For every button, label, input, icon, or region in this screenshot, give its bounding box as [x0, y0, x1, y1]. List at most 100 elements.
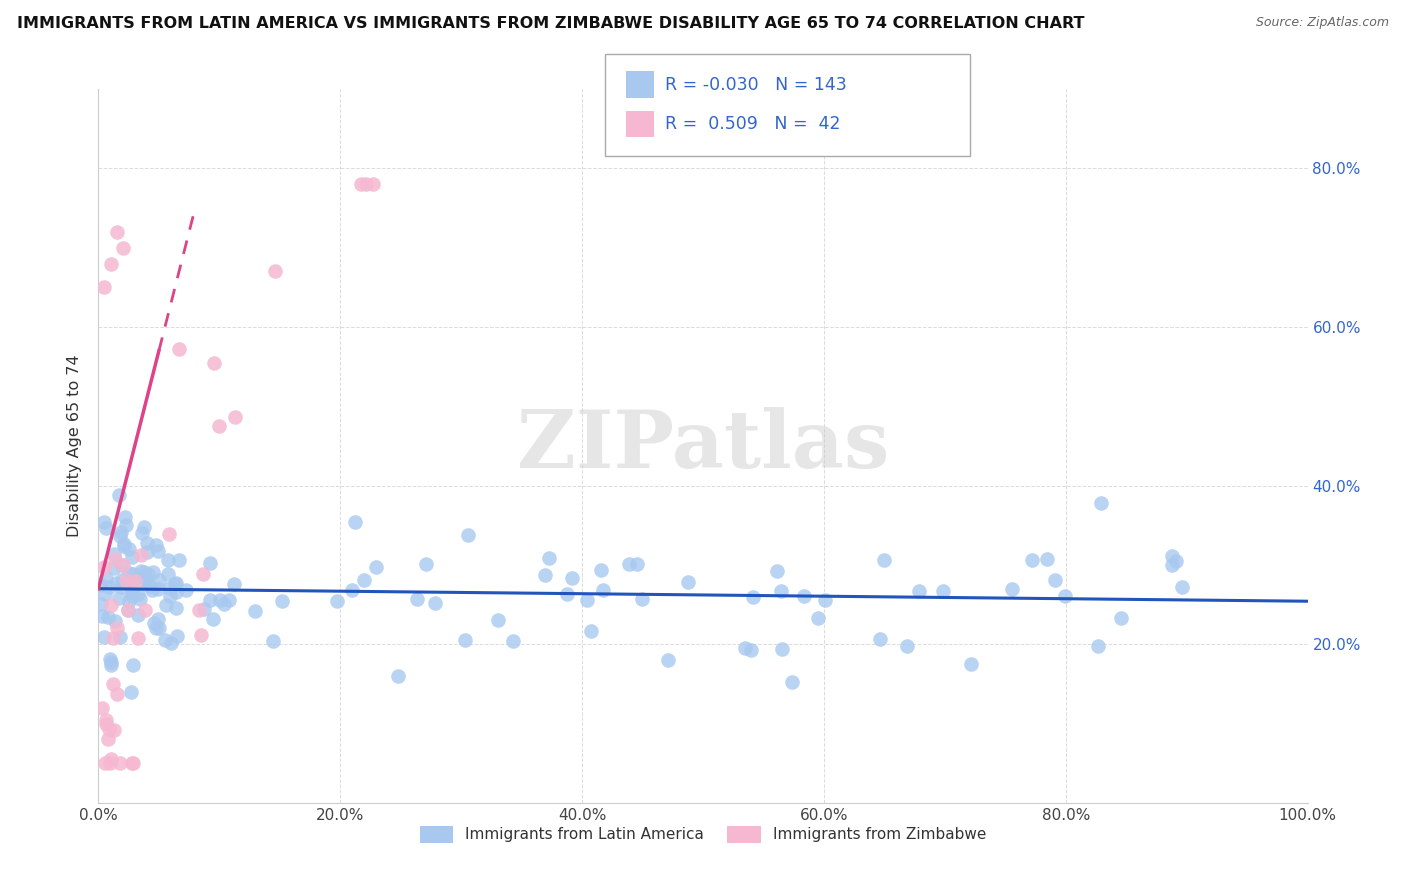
Point: [188, 603, 211, 617]
Point: [769, 583, 792, 598]
Point: [166, 629, 188, 643]
Point: [1036, 552, 1059, 566]
Point: [104, 575, 127, 590]
Text: IMMIGRANTS FROM LATIN AMERICA VS IMMIGRANTS FROM ZIMBABWE DISABILITY AGE 65 TO 7: IMMIGRANTS FROM LATIN AMERICA VS IMMIGRA…: [17, 16, 1084, 31]
Point: [121, 584, 143, 599]
Point: [159, 582, 181, 596]
Point: [780, 674, 803, 689]
Point: [93, 515, 115, 529]
Point: [124, 574, 146, 588]
Point: [387, 669, 409, 683]
Point: [262, 634, 284, 648]
Point: [202, 356, 225, 370]
Point: [145, 538, 167, 552]
Point: [134, 565, 156, 579]
Point: [90, 578, 112, 592]
Point: [561, 571, 583, 585]
Point: [108, 591, 131, 605]
Point: [156, 553, 179, 567]
Point: [353, 573, 375, 587]
Point: [111, 558, 134, 572]
Point: [111, 573, 134, 587]
Point: [94, 716, 117, 731]
Point: [165, 577, 187, 591]
Point: [214, 597, 236, 611]
Point: [110, 580, 132, 594]
Point: [100, 752, 122, 766]
Point: [134, 603, 156, 617]
Point: [190, 628, 212, 642]
Point: [101, 677, 124, 691]
Point: [415, 557, 437, 571]
Point: [354, 178, 377, 192]
Point: [122, 756, 145, 771]
Point: [207, 419, 229, 434]
Point: [155, 632, 177, 647]
Point: [94, 521, 117, 535]
Point: [121, 549, 143, 564]
Point: [271, 593, 294, 607]
Point: [139, 579, 162, 593]
Point: [93, 587, 115, 601]
Point: [167, 343, 190, 357]
Point: [129, 565, 152, 579]
Point: [127, 607, 149, 622]
Point: [765, 564, 787, 578]
Point: [128, 591, 150, 606]
Point: [326, 593, 349, 607]
Point: [243, 604, 266, 618]
Point: [1000, 582, 1022, 597]
Point: [96, 571, 118, 585]
Point: [1171, 580, 1194, 594]
Point: [734, 640, 756, 655]
Point: [117, 602, 139, 616]
Point: [502, 634, 524, 648]
Point: [142, 565, 165, 579]
Y-axis label: Disability Age 65 to 74: Disability Age 65 to 74: [67, 355, 83, 537]
Point: [264, 264, 287, 278]
Point: [592, 583, 614, 598]
Point: [626, 557, 648, 571]
Point: [165, 584, 187, 599]
Point: [115, 573, 138, 587]
Point: [93, 280, 115, 294]
Point: [630, 591, 652, 606]
Point: [120, 579, 142, 593]
Text: R =  0.509   N =  42: R = 0.509 N = 42: [665, 115, 841, 133]
Point: [121, 657, 143, 672]
Point: [343, 515, 366, 529]
Point: [741, 590, 763, 604]
Point: [174, 582, 197, 597]
Point: [157, 527, 180, 541]
Point: [1087, 640, 1109, 654]
Point: [93, 630, 115, 644]
Point: [1160, 549, 1182, 564]
Point: [1021, 553, 1043, 567]
Point: [657, 653, 679, 667]
Point: [97, 722, 120, 736]
Point: [813, 592, 835, 607]
Point: [361, 178, 384, 192]
Text: R = -0.030   N = 143: R = -0.030 N = 143: [665, 76, 846, 94]
Point: [90, 597, 112, 611]
Point: [114, 518, 136, 533]
Point: [364, 559, 387, 574]
Point: [165, 601, 187, 615]
Point: [118, 566, 141, 580]
Point: [534, 568, 557, 582]
Point: [135, 573, 157, 587]
Point: [222, 577, 245, 591]
Point: [198, 556, 221, 570]
Point: [111, 558, 134, 572]
Point: [191, 567, 214, 582]
Point: [198, 593, 221, 607]
Point: [91, 609, 114, 624]
Point: [100, 257, 122, 271]
Point: [97, 580, 120, 594]
Point: [740, 643, 762, 657]
Point: [114, 510, 136, 524]
Point: [869, 632, 891, 646]
Point: [1053, 589, 1076, 603]
Point: [98, 652, 121, 666]
Point: [896, 640, 918, 654]
